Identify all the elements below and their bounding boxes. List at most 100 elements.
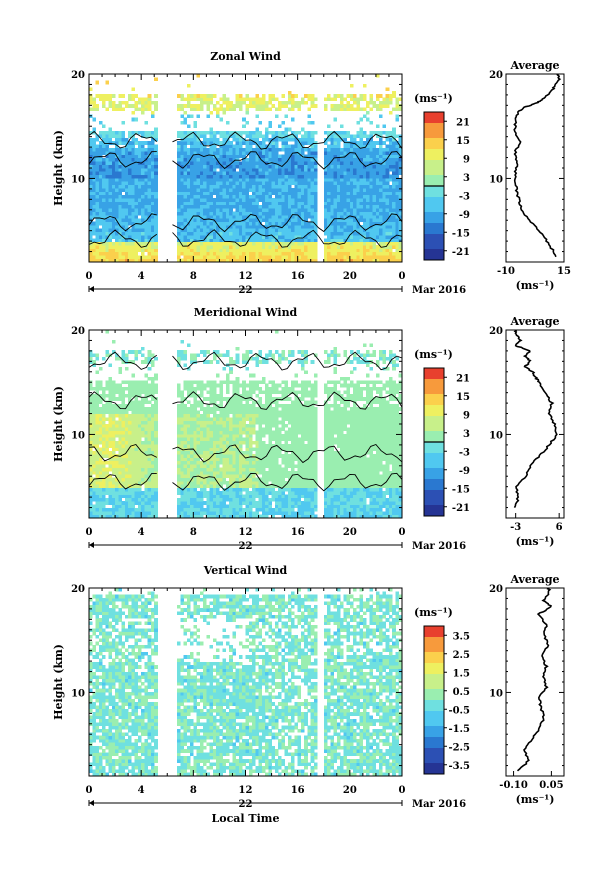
heatmap-cell — [102, 235, 106, 239]
heatmap-cell — [154, 454, 158, 458]
heatmap-cell — [382, 97, 386, 102]
heatmap-cell — [137, 477, 142, 482]
heatmap-cell — [388, 178, 393, 182]
heatmap-cell — [111, 221, 116, 226]
heatmap-cell — [353, 184, 357, 189]
heatmap-cell — [369, 208, 373, 212]
heatmap-cell — [134, 350, 139, 354]
heatmap-cell — [229, 218, 233, 223]
heatmap-cell — [212, 104, 217, 108]
heatmap-cell — [248, 161, 253, 165]
heatmap-cell — [300, 188, 305, 192]
heatmap-cell — [327, 168, 331, 172]
heatmap-cell — [212, 94, 217, 98]
heatmap-cell — [261, 198, 266, 202]
heatmap-cell — [115, 231, 119, 236]
heatmap-cell — [134, 491, 139, 495]
heatmap-cell — [252, 255, 256, 259]
heatmap-cell — [255, 194, 259, 199]
heatmap-cell — [398, 241, 403, 246]
heatmap-cell — [248, 221, 253, 226]
heatmap-cell — [150, 157, 155, 162]
heatmap-cell — [134, 251, 139, 256]
heatmap-cell — [255, 174, 259, 179]
heatmap-cell — [115, 194, 119, 199]
heatmap-cell — [362, 178, 367, 182]
heatmap-cell — [124, 171, 129, 176]
heatmap-cell — [248, 184, 253, 189]
heatmap-cell — [313, 218, 318, 223]
heatmap-cell — [366, 231, 370, 236]
heatmap-cell — [131, 407, 135, 411]
heatmap-cell — [124, 504, 129, 509]
heatmap-cell — [92, 221, 96, 226]
heatmap-cell — [300, 151, 305, 155]
heatmap-cell — [180, 460, 184, 465]
heatmap-cell — [284, 194, 289, 199]
heatmap-cell — [193, 228, 197, 233]
heatmap-cell — [190, 215, 194, 219]
heatmap-cell — [154, 457, 158, 462]
heatmap-cell — [212, 147, 217, 152]
heatmap-cell — [183, 248, 188, 253]
heatmap-cell — [336, 168, 341, 172]
heatmap-cell — [225, 144, 230, 149]
heatmap-cell — [281, 134, 285, 139]
heatmap-cell — [212, 181, 217, 186]
heatmap-cell — [388, 188, 393, 192]
heatmap-cell — [216, 114, 220, 118]
heatmap-cell — [105, 427, 109, 432]
heatmap-cell — [291, 228, 295, 233]
heatmap-cell — [327, 174, 331, 179]
heatmap-cell — [232, 174, 237, 179]
heatmap-cell — [219, 164, 223, 169]
heatmap-cell — [258, 248, 263, 253]
heatmap-cell — [284, 181, 289, 186]
heatmap-cell — [271, 178, 276, 182]
heatmap-cell — [307, 208, 312, 212]
heatmap-cell — [190, 164, 194, 169]
heatmap-cell — [258, 238, 263, 243]
heatmap-cell — [144, 511, 148, 515]
heatmap-cell — [190, 437, 194, 442]
heatmap-cell — [216, 131, 220, 135]
heatmap-cell — [330, 201, 334, 206]
heatmap-cell — [190, 157, 194, 162]
heatmap-cell — [242, 174, 246, 179]
heatmap-cell — [379, 188, 383, 192]
heatmap-cell — [118, 191, 122, 196]
heatmap-cell — [278, 100, 282, 105]
heatmap-cell — [150, 161, 155, 165]
heatmap-cell — [219, 218, 223, 223]
heatmap-cell — [265, 194, 269, 199]
heatmap-cell — [375, 191, 380, 196]
heatmap-cell — [131, 477, 135, 482]
heatmap-cell — [121, 507, 126, 512]
heatmap-cell — [105, 218, 109, 223]
heatmap-cell — [111, 208, 116, 212]
heatmap-cell — [180, 194, 184, 199]
heatmap-cell — [147, 383, 152, 388]
heatmap-cell — [141, 164, 145, 169]
heatmap-cell — [255, 134, 259, 139]
heatmap-cell — [382, 100, 386, 105]
heatmap-cell — [154, 245, 158, 249]
heatmap-cell — [134, 356, 139, 361]
heatmap-cell — [111, 218, 116, 223]
heatmap-cell — [369, 161, 373, 165]
heatmap-cell — [190, 457, 194, 462]
heatmap-cell — [346, 147, 351, 152]
heatmap-cell — [190, 434, 194, 438]
heatmap-cell — [349, 157, 354, 162]
heatmap-cell — [118, 390, 122, 395]
heatmap-cell — [245, 221, 250, 226]
heatmap-cell — [294, 191, 298, 196]
heatmap-cell — [340, 94, 344, 98]
heatmap-cell — [300, 137, 305, 142]
heatmap-cell — [271, 104, 276, 108]
heatmap-cell — [388, 211, 393, 216]
heatmap-cell — [206, 157, 210, 162]
heatmap-cell — [98, 181, 103, 186]
heatmap-cell — [150, 215, 155, 219]
heatmap-cell — [190, 393, 194, 398]
